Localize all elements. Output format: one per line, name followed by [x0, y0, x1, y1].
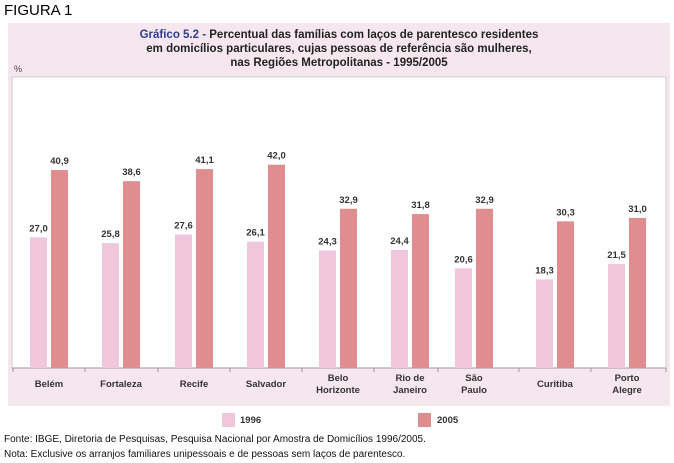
bar-2005-5: [412, 214, 429, 368]
chart-title-number: Gráfico 5.2 -: [139, 29, 207, 41]
bar-2005-6: [476, 208, 493, 368]
data-label: 31,8: [411, 200, 430, 211]
category-label: Recife: [180, 379, 209, 390]
category-label: Curitiba: [537, 379, 574, 390]
category-label: Fortaleza: [100, 379, 142, 390]
bar-2005-1: [123, 181, 140, 368]
figure-label: FIGURA 1: [4, 2, 73, 19]
source-note: Fonte: IBGE, Diretoria de Pesquisas, Pes…: [4, 434, 426, 445]
data-label: 25,8: [101, 229, 120, 240]
chart-title-line-1: Percentual das famílias com laços de par…: [209, 29, 539, 41]
data-label: 20,6: [454, 254, 473, 265]
category-label: São: [465, 373, 483, 384]
data-label: 41,1: [195, 155, 214, 166]
legend-swatch-1996: [222, 413, 235, 427]
category-label: Horizonte: [316, 385, 360, 396]
data-label: 27,6: [174, 220, 193, 231]
bar-2005-2: [196, 169, 213, 368]
y-axis-label: %: [14, 64, 23, 74]
data-label: 32,9: [475, 195, 494, 206]
bar-2005-8: [629, 217, 646, 368]
chart-title: Gráfico 5.2 - Percentual das famílias co…: [8, 28, 670, 70]
data-label: 24,4: [390, 236, 409, 247]
data-label: 40,9: [50, 156, 69, 167]
data-label: 26,1: [246, 228, 265, 239]
chart-title-line-3: nas Regiões Metropolitanas - 1995/2005: [230, 57, 448, 69]
data-label: 24,3: [318, 236, 337, 247]
legend-label-2005: 2005: [437, 415, 459, 426]
category-label: Alegre: [612, 385, 642, 396]
bar-1996-2: [175, 234, 192, 368]
category-label: Salvador: [246, 379, 286, 390]
category-label: Belém: [35, 379, 64, 390]
footnote: Nota: Exclusive os arranjos familiares u…: [4, 449, 406, 460]
bar-2005-7: [557, 221, 574, 368]
bar-1996-0: [30, 237, 47, 368]
data-label: 27,0: [29, 223, 48, 234]
bar-1996-6: [455, 268, 472, 368]
category-label: Rio de: [395, 373, 424, 384]
data-label: 30,3: [556, 207, 575, 218]
data-label: 42,0: [267, 151, 286, 162]
data-label: 31,0: [628, 204, 647, 215]
data-label: 18,3: [535, 265, 554, 276]
category-label: Paulo: [461, 385, 487, 396]
category-label: Janeiro: [393, 385, 427, 396]
bar-1996-8: [608, 263, 625, 368]
bar-1996-5: [391, 249, 408, 368]
category-label: Porto: [615, 373, 640, 384]
bar-1996-4: [319, 250, 336, 368]
bar-1996-1: [102, 243, 119, 368]
bar-2005-0: [51, 170, 68, 368]
chart-title-line-2: em domicílios particulares, cujas pessoa…: [146, 43, 532, 55]
bar-1996-7: [536, 279, 553, 368]
legend-label-1996: 1996: [240, 415, 262, 426]
data-label: 32,9: [339, 195, 358, 206]
bar-2005-3: [268, 164, 285, 368]
bar-2005-4: [340, 208, 357, 368]
category-label: Belo: [328, 373, 349, 384]
bar-1996-3: [247, 241, 264, 368]
data-label: 21,5: [607, 250, 626, 261]
data-label: 38,6: [122, 167, 141, 178]
legend-swatch-2005: [418, 413, 431, 427]
